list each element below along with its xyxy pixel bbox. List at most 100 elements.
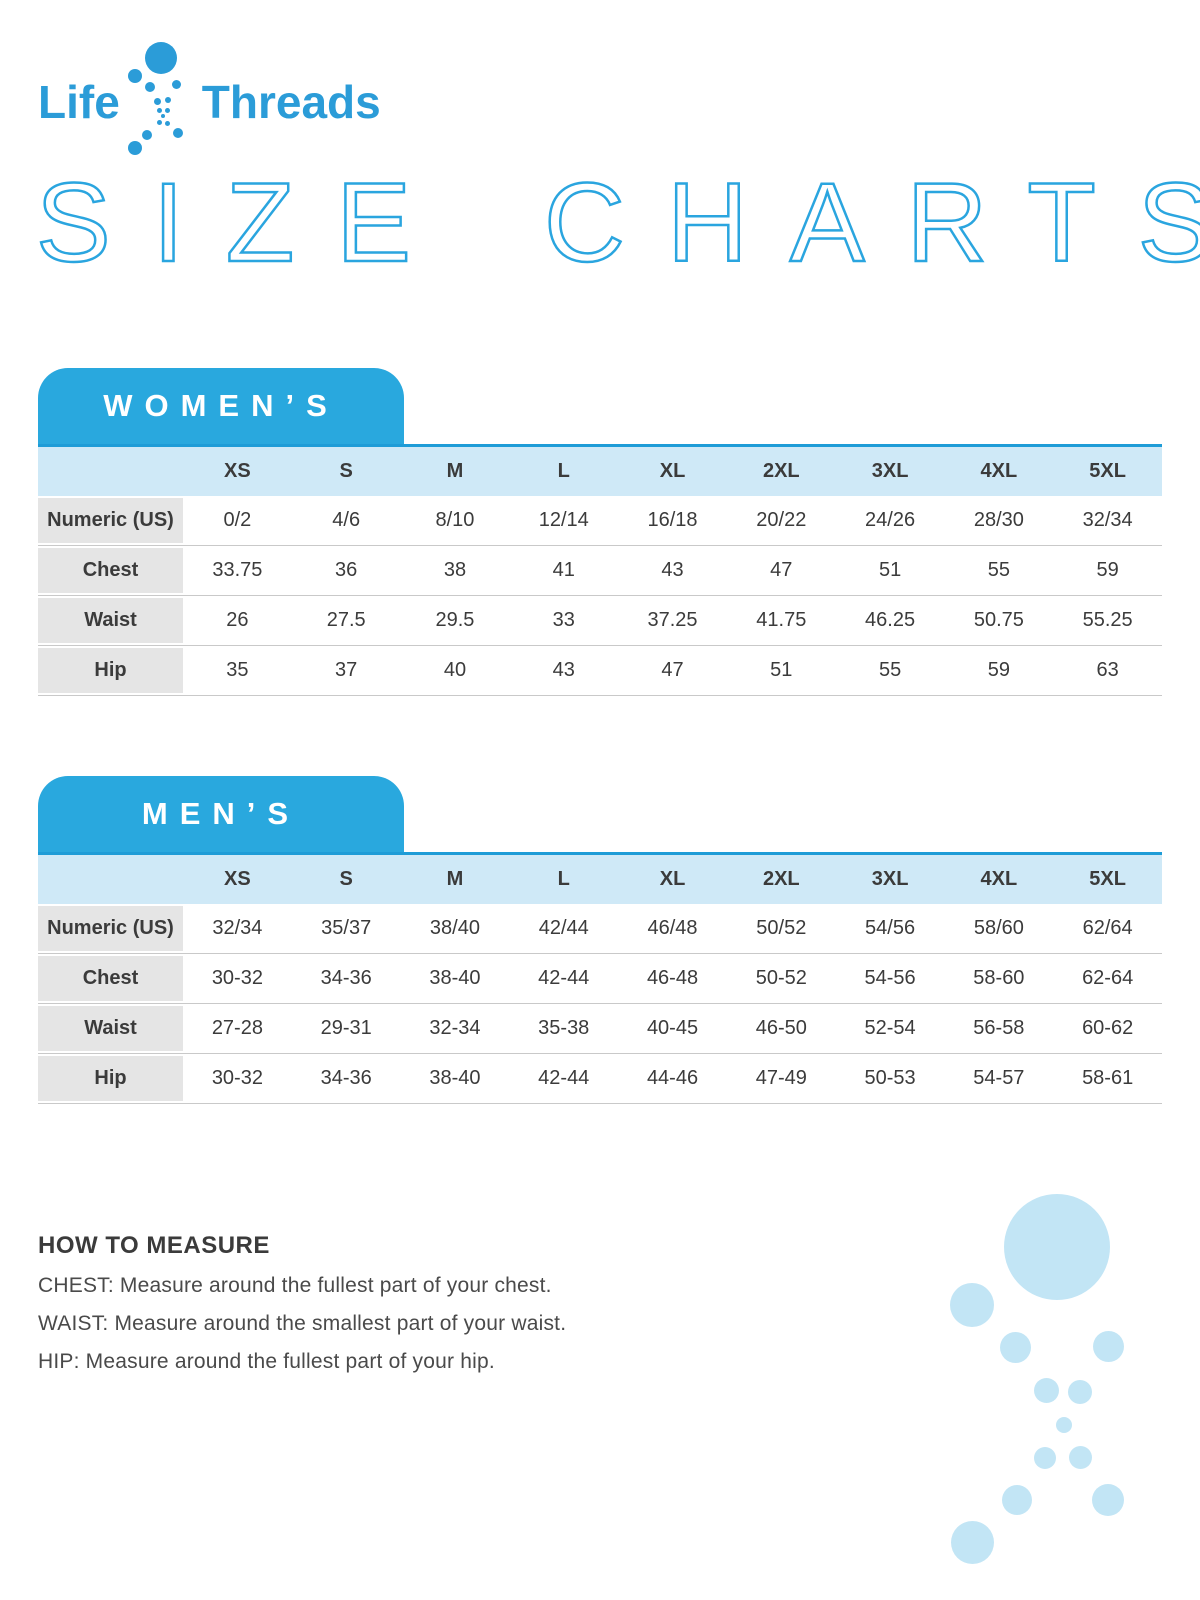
womens-size-col-3xl: 3XL [871, 460, 909, 483]
mens-waist-4xl: 56-58 [973, 1017, 1025, 1040]
womens-size-col-xs: XS [224, 460, 251, 483]
mens-row-label-hip: Hip [38, 1054, 183, 1104]
mens-size-col-4xl: 4XL [980, 868, 1018, 891]
womens-chest-5xl: 59 [1096, 559, 1119, 582]
mens-waist-2xl: 46-50 [755, 1017, 807, 1040]
womens-row-waist: Waist 26 27.5 29.5 33 37.25 41.75 46.25 50.75 55.… [38, 596, 1162, 647]
mens-row-label-chest: Chest [38, 954, 183, 1004]
mens-waist-l: 35-38 [538, 1017, 590, 1040]
measure-line-waist: WAIST: Measure around the smallest part … [38, 1312, 567, 1336]
mens-size-col-3xl: 3XL [871, 868, 909, 891]
mens-chest-2xl: 50-52 [755, 967, 807, 990]
womens-size-col-4xl: 4XL [980, 460, 1018, 483]
mens-size-table: XS S M L XL 2XL 3XL 4XL 5XL Numeric (US) 32/34 35/3… [38, 852, 1162, 1105]
womens-hip-s: 37 [335, 659, 358, 682]
womens-waist-3xl: 46.25 [865, 609, 916, 632]
mens-hip-xs: 30-32 [211, 1067, 263, 1090]
brand-logo: Life Threads [0, 0, 1200, 164]
womens-size-col-l: L [557, 460, 570, 483]
mens-header-row: XS S M L XL 2XL 3XL 4XL 5XL [38, 852, 1162, 905]
womens-chest-4xl: 55 [987, 559, 1010, 582]
womens-numeric-us-5xl: 32/34 [1082, 509, 1133, 532]
mens-row-waist: Waist 27-28 29-31 32-34 35-38 40-45 46-50 52-54… [38, 1004, 1162, 1055]
womens-row-hip: Hip 35 37 40 43 47 51 55 59 63 [38, 646, 1162, 697]
womens-tab-label: WOMEN’S [103, 388, 339, 424]
womens-numeric-us-xs: 0/2 [223, 509, 252, 532]
mens-hip-l: 42-44 [538, 1067, 590, 1090]
womens-waist-l: 33 [552, 609, 575, 632]
womens-chest-s: 36 [335, 559, 358, 582]
womens-waist-xl: 37.25 [647, 609, 698, 632]
mens-tab-label: MEN’S [141, 796, 301, 832]
womens-hip-3xl: 55 [878, 659, 902, 682]
mens-chest-s: 34-36 [320, 967, 372, 990]
womens-hip-2xl: 51 [770, 659, 793, 682]
page-title: SIZE CHARTS [35, 160, 1200, 285]
mens-waist-m: 32-34 [429, 1017, 481, 1040]
mens-numeric-us-2xl: 50/52 [756, 917, 807, 940]
womens-numeric-us-2xl: 20/22 [756, 509, 807, 532]
womens-waist-xs: 26 [226, 609, 249, 632]
how-to-measure-section: HOW TO MEASURE CHEST: Measure around the… [38, 1232, 678, 1374]
mens-row-label-numeric-us: Numeric (US) [38, 904, 183, 954]
womens-numeric-us-4xl: 28/30 [973, 509, 1024, 532]
womens-numeric-us-m: 8/10 [435, 509, 475, 532]
womens-chest-3xl: 51 [878, 559, 902, 582]
mens-chest-xl: 46-48 [646, 967, 699, 990]
mens-waist-xs: 27-28 [211, 1017, 263, 1040]
mens-size-col-l: L [557, 868, 570, 891]
mens-chest-m: 38-40 [429, 967, 481, 990]
mens-chest-3xl: 54-56 [864, 967, 916, 990]
mens-hip-3xl: 50-53 [864, 1067, 916, 1090]
womens-numeric-us-3xl: 24/26 [865, 509, 916, 532]
mens-hip-s: 34-36 [320, 1067, 372, 1090]
mens-hip-5xl: 58-61 [1082, 1067, 1134, 1090]
brand-word-threads: Threads [201, 76, 381, 128]
mens-row-label-waist: Waist [38, 1004, 183, 1054]
brand-word-life: Life [38, 76, 120, 128]
mens-size-col-xl: XL [659, 868, 686, 891]
how-to-measure-heading: HOW TO MEASURE [38, 1232, 270, 1260]
womens-hip-xs: 35 [226, 659, 249, 682]
mens-numeric-us-m: 38/40 [429, 917, 480, 940]
mens-size-col-2xl: 2XL [762, 868, 800, 891]
mens-row-numeric-us: Numeric (US) 32/34 35/37 38/40 42/44 46/48 50/… [38, 904, 1162, 955]
womens-waist-s: 27.5 [326, 609, 366, 632]
mens-numeric-us-5xl: 62/64 [1082, 917, 1133, 940]
womens-hip-4xl: 59 [987, 659, 1010, 682]
womens-waist-4xl: 50.75 [973, 609, 1024, 632]
mens-hip-xl: 44-46 [646, 1067, 699, 1090]
mens-chest-5xl: 62-64 [1082, 967, 1134, 990]
mens-waist-xl: 40-45 [646, 1017, 699, 1040]
mens-hip-4xl: 54-57 [973, 1067, 1025, 1090]
womens-section: WOMEN’S XS S M L XL 2XL 3XL 4XL 5XL Numeric (US) 0… [38, 368, 1162, 697]
womens-chest-m: 38 [443, 559, 467, 582]
womens-waist-m: 29.5 [435, 609, 475, 632]
mens-size-col-m: M [446, 868, 464, 891]
mens-numeric-us-3xl: 54/56 [865, 917, 916, 940]
mens-size-col-xs: XS [224, 868, 251, 891]
womens-row-label-numeric-us: Numeric (US) [38, 496, 183, 546]
womens-size-col-5xl: 5XL [1089, 460, 1126, 483]
mens-row-chest: Chest 30-32 34-36 38-40 42-44 46-48 50-52 54-56… [38, 954, 1162, 1005]
measure-line-chest: CHEST: Measure around the fullest part o… [38, 1274, 552, 1298]
mens-waist-s: 29-31 [320, 1017, 372, 1040]
mens-size-col-s: S [339, 868, 353, 891]
womens-numeric-us-xl: 16/18 [647, 509, 698, 532]
womens-hip-5xl: 63 [1096, 659, 1119, 682]
womens-row-chest: Chest 33.75 36 38 41 43 47 51 55 59 [38, 546, 1162, 597]
womens-row-label-waist: Waist [38, 596, 183, 646]
mens-numeric-us-xs: 32/34 [212, 917, 263, 940]
womens-size-col-m: M [446, 460, 464, 483]
mens-header-spacer [38, 855, 183, 904]
womens-waist-2xl: 41.75 [756, 609, 807, 632]
mens-section: MEN’S XS S M L XL 2XL 3XL 4XL 5XL Numeric (US) 32/… [38, 776, 1162, 1105]
womens-chest-l: 41 [552, 559, 575, 582]
measure-line-hip: HIP: Measure around the fullest part of … [38, 1350, 495, 1374]
mens-row-hip: Hip 30-32 34-36 38-40 42-44 44-46 47-49 50-53 54… [38, 1054, 1162, 1105]
womens-chest-xl: 43 [661, 559, 684, 582]
womens-size-col-2xl: 2XL [762, 460, 800, 483]
mens-hip-m: 38-40 [429, 1067, 481, 1090]
womens-hip-m: 40 [443, 659, 467, 682]
mens-waist-5xl: 60-62 [1082, 1017, 1134, 1040]
